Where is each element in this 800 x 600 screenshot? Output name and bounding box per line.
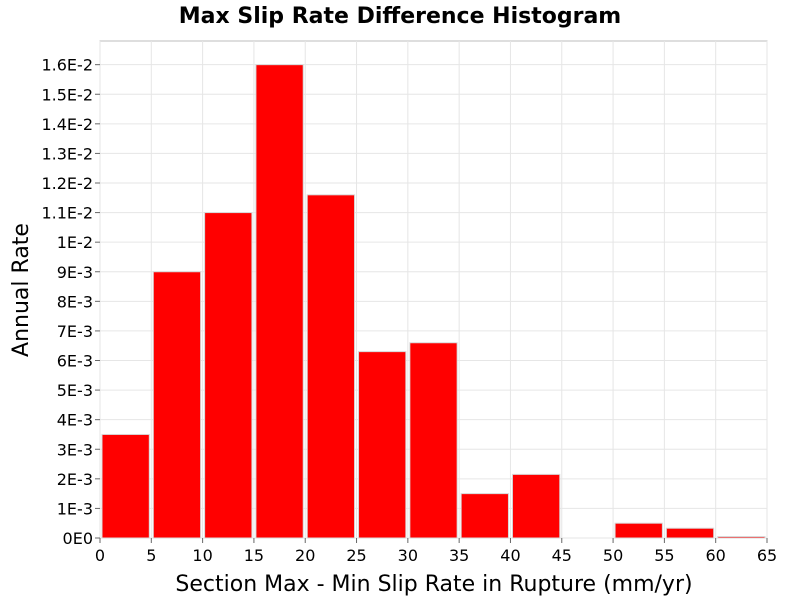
histogram-bar (204, 212, 253, 539)
x-tick-label: 5 (146, 546, 156, 565)
y-axis-ticks: 0E0 1E-3 2E-3 3E-3 4E-3 5E-3 6E-3 7E-3 8E-3 9E-3 1… (41, 56, 100, 548)
x-axis-ticks: 0 5 10 15 20 25 30 35 40 45 50 55 60 65 (95, 538, 777, 565)
y-tick-label: 7E-3 (57, 322, 93, 341)
histogram-bar (460, 493, 509, 539)
histogram-bar (101, 433, 150, 539)
x-tick-label: 50 (603, 546, 623, 565)
y-tick-label: 4E-3 (57, 411, 93, 430)
x-tick-label: 25 (346, 546, 366, 565)
y-tick-label: 1.3E-2 (41, 144, 93, 163)
y-tick-label: 3E-3 (57, 440, 93, 459)
y-axis-label: Annual Rate (9, 223, 34, 357)
histogram-bar (665, 527, 715, 539)
y-tick-label: 2E-3 (57, 470, 93, 489)
histogram-bar (511, 473, 561, 539)
x-tick-label: 40 (500, 546, 520, 565)
x-tick-label: 60 (706, 546, 726, 565)
x-tick-label: 45 (552, 546, 572, 565)
y-tick-label: 1.4E-2 (41, 115, 93, 134)
histogram-bar (409, 342, 458, 539)
y-tick-label: 8E-3 (57, 292, 93, 311)
chart-title: Max Slip Rate Difference Histogram (179, 4, 621, 29)
histogram-bar (717, 536, 766, 539)
y-tick-label: 1.6E-2 (41, 56, 93, 75)
y-tick-label: 9E-3 (57, 263, 93, 282)
x-tick-label: 15 (244, 546, 264, 565)
histogram-bar (358, 351, 407, 539)
x-axis-label: Section Max - Min Slip Rate in Rupture (… (175, 572, 692, 597)
x-tick-label: 55 (654, 546, 674, 565)
histogram-bar (255, 64, 304, 539)
y-tick-label: 0E0 (63, 529, 93, 548)
histogram-bar (306, 194, 356, 539)
x-tick-label: 10 (192, 546, 212, 565)
x-tick-label: 65 (757, 546, 777, 565)
y-tick-label: 1E-2 (57, 233, 93, 252)
x-tick-label: 35 (449, 546, 469, 565)
x-tick-label: 20 (295, 546, 315, 565)
x-tick-label: 0 (95, 546, 105, 565)
histogram-bar (152, 271, 202, 539)
y-tick-label: 1.1E-2 (41, 204, 93, 223)
y-tick-label: 5E-3 (57, 381, 93, 400)
bars (101, 64, 766, 539)
histogram-bar (614, 522, 663, 539)
x-tick-label: 30 (398, 546, 418, 565)
y-tick-label: 1E-3 (57, 499, 93, 518)
y-tick-label: 6E-3 (57, 352, 93, 371)
y-tick-label: 1.5E-2 (41, 85, 93, 104)
y-tick-label: 1.2E-2 (41, 174, 93, 193)
